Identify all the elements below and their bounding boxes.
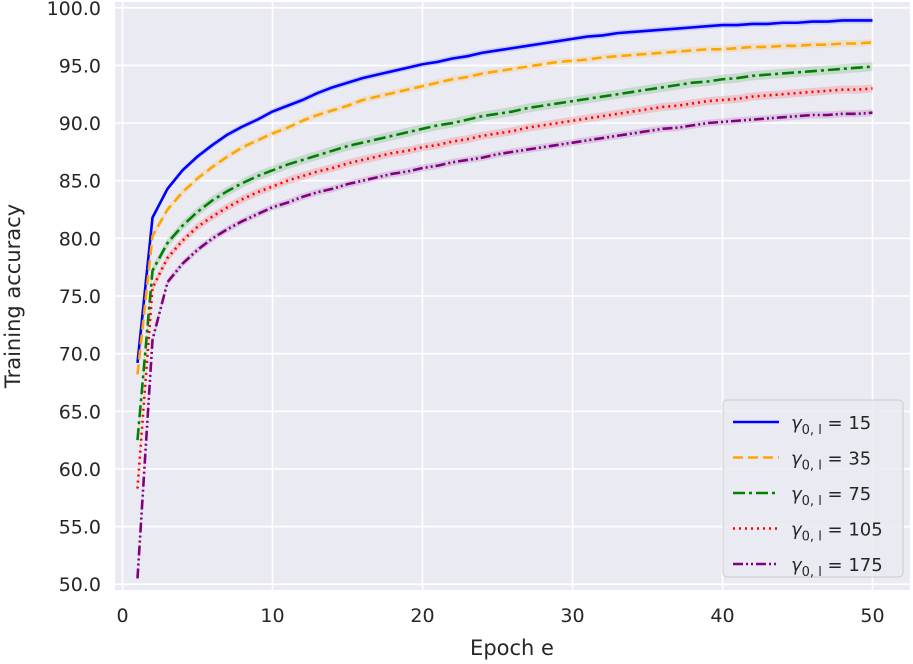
x-tick-label: 0 — [116, 605, 128, 627]
legend-frame — [722, 399, 904, 578]
legend-label-3: γ0, l = 105 — [791, 520, 883, 545]
series-band-2 — [137, 61, 873, 445]
x-tick-label: 30 — [560, 605, 584, 627]
confidence-bands — [137, 17, 873, 582]
y-tick-label: 95.0 — [59, 55, 101, 77]
y-tick-label: 80.0 — [59, 228, 101, 250]
legend-label-0: γ0, l = 15 — [791, 413, 871, 438]
x-tick-label: 10 — [260, 605, 284, 627]
legend: γ0, l = 15 γ0, l = 35 γ0, l = 75 γ0, l = 10… — [722, 399, 904, 580]
series-line-0 — [136, 19, 873, 364]
y-tick-label: 55.0 — [59, 517, 101, 539]
legend-label-4: γ0, l = 175 — [791, 555, 883, 580]
y-tick-label: 85.0 — [59, 171, 101, 193]
series-line-2 — [136, 65, 873, 441]
series-line-1 — [136, 41, 873, 375]
y-tick-label: 90.0 — [59, 113, 101, 135]
y-tick-labels: 50.0 55.0 60.0 65.0 70.0 75.0 80.0 85.0 90.0 95.0… — [47, 0, 101, 596]
y-tick-label: 65.0 — [59, 401, 101, 423]
x-axis-label: Epoch e — [470, 636, 554, 660]
legend-label-1: γ0, l = 35 — [791, 449, 871, 474]
x-tick-label: 20 — [410, 605, 434, 627]
y-tick-label: 100.0 — [47, 0, 101, 20]
y-tick-label: 75.0 — [59, 286, 101, 308]
x-tick-labels: 0 10 20 30 40 50 — [116, 605, 884, 627]
series-lines — [136, 19, 873, 579]
y-axis-label: Training accuracy — [1, 204, 25, 389]
y-tick-label: 50.0 — [59, 574, 101, 596]
y-tick-label: 70.0 — [59, 344, 101, 366]
y-tick-label: 60.0 — [59, 459, 101, 481]
legend-label-2: γ0, l = 75 — [791, 484, 871, 509]
x-tick-label: 50 — [860, 605, 884, 627]
series-line-4 — [136, 111, 873, 579]
x-tick-label: 40 — [710, 605, 734, 627]
